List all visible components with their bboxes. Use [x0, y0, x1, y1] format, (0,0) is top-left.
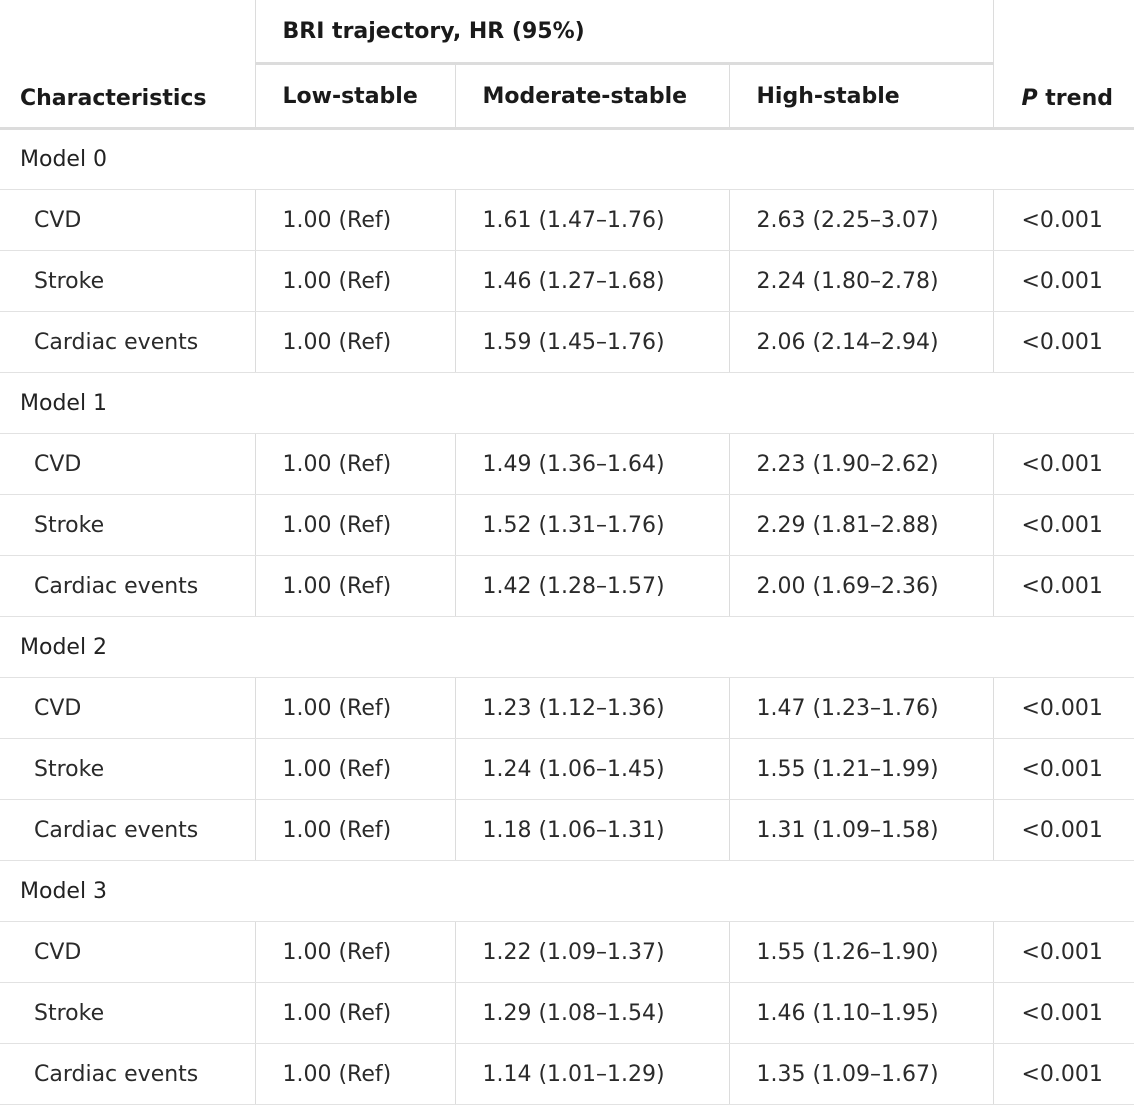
low-stable-cell: 1.00 (Ref): [254, 311, 455, 373]
low-stable-cell: 1.00 (Ref): [254, 555, 455, 617]
outcome-name-cell: Stroke: [0, 982, 255, 1044]
low-stable-cell: 1.00 (Ref): [254, 921, 455, 983]
outcome-name-cell: CVD: [0, 921, 255, 983]
low-stable-cell: 1.00 (Ref): [254, 494, 455, 556]
table-row: Cardiac events 1.00 (Ref) 1.59 (1.45–1.76)…: [0, 311, 1134, 373]
p-trend-cell: <0.001: [992, 738, 1134, 800]
table-row: Stroke 1.00 (Ref) 1.52 (1.31–1.76) 2.29 (1.…: [0, 494, 1134, 556]
p-trend-cell: <0.001: [992, 921, 1134, 983]
model-group-row: Model 0: [0, 128, 1134, 190]
moderate-stable-header: Moderate-stable: [455, 63, 730, 130]
bri-trajectory-group-header: BRI trajectory, HR (95%): [254, 0, 994, 65]
model-label: Model 2: [0, 616, 1134, 678]
p-trend-header: P trend: [992, 0, 1134, 130]
high-stable-cell: 1.35 (1.09–1.67): [728, 1043, 993, 1105]
table-row: Stroke 1.00 (Ref) 1.29 (1.08–1.54) 1.46 (1.…: [0, 982, 1134, 1044]
low-stable-cell: 1.00 (Ref): [254, 250, 455, 312]
header-row-columns: Low-stable Moderate-stable High-stable: [0, 63, 1134, 130]
header-row-group: Characteristics BRI trajectory, HR (95%)…: [0, 0, 1134, 130]
moderate-stable-cell: 1.22 (1.09–1.37): [454, 921, 729, 983]
model-label: Model 0: [0, 128, 1134, 190]
table-row: CVD 1.00 (Ref) 1.49 (1.36–1.64) 2.23 (1.90–…: [0, 433, 1134, 495]
model-group-row: Model 2: [0, 616, 1134, 678]
outcome-name-cell: CVD: [0, 433, 255, 495]
table-row: CVD 1.00 (Ref) 1.61 (1.47–1.76) 2.63 (2.25–…: [0, 189, 1134, 251]
p-trend-italic: P: [1021, 86, 1038, 111]
p-trend-cell: <0.001: [992, 799, 1134, 861]
low-stable-cell: 1.00 (Ref): [254, 738, 455, 800]
model-group-row: Model 1: [0, 372, 1134, 434]
p-trend-cell: <0.001: [992, 433, 1134, 495]
low-stable-cell: 1.00 (Ref): [254, 677, 455, 739]
model-label: Model 3: [0, 860, 1134, 922]
model-label: Model 1: [0, 372, 1134, 434]
low-stable-cell: 1.00 (Ref): [254, 982, 455, 1044]
p-trend-cell: <0.001: [992, 1043, 1134, 1105]
outcome-name-cell: Cardiac events: [0, 311, 255, 373]
outcome-name-cell: Cardiac events: [0, 1043, 255, 1105]
table-row: Stroke 1.00 (Ref) 1.24 (1.06–1.45) 1.55 (1.…: [0, 738, 1134, 800]
outcome-name-cell: Cardiac events: [0, 799, 255, 861]
table-row: CVD 1.00 (Ref) 1.22 (1.09–1.37) 1.55 (1.26–…: [0, 921, 1134, 983]
p-trend-cell: <0.001: [992, 982, 1134, 1044]
p-trend-cell: <0.001: [992, 555, 1134, 617]
low-stable-cell: 1.00 (Ref): [254, 189, 455, 251]
high-stable-cell: 2.06 (2.14–2.94): [728, 311, 993, 373]
table-row: Cardiac events 1.00 (Ref) 1.42 (1.28–1.57)…: [0, 555, 1134, 617]
low-stable-header: Low-stable: [254, 63, 456, 130]
outcome-name-cell: CVD: [0, 677, 255, 739]
table-row: Cardiac events 1.00 (Ref) 1.14 (1.01–1.29)…: [0, 1043, 1134, 1105]
high-stable-cell: 1.31 (1.09–1.58): [728, 799, 993, 861]
moderate-stable-cell: 1.59 (1.45–1.76): [454, 311, 729, 373]
high-stable-cell: 2.23 (1.90–2.62): [728, 433, 993, 495]
high-stable-header: High-stable: [729, 63, 994, 130]
moderate-stable-cell: 1.46 (1.27–1.68): [454, 250, 729, 312]
high-stable-cell: 1.55 (1.26–1.90): [728, 921, 993, 983]
moderate-stable-cell: 1.42 (1.28–1.57): [454, 555, 729, 617]
outcome-name-cell: Stroke: [0, 738, 255, 800]
p-trend-cell: <0.001: [992, 311, 1134, 373]
low-stable-cell: 1.00 (Ref): [254, 799, 455, 861]
moderate-stable-cell: 1.61 (1.47–1.76): [454, 189, 729, 251]
high-stable-cell: 1.47 (1.23–1.76): [728, 677, 993, 739]
p-trend-label: trend: [1037, 86, 1113, 111]
moderate-stable-cell: 1.18 (1.06–1.31): [454, 799, 729, 861]
moderate-stable-cell: 1.23 (1.12–1.36): [454, 677, 729, 739]
low-stable-cell: 1.00 (Ref): [254, 433, 455, 495]
low-stable-cell: 1.00 (Ref): [254, 1043, 455, 1105]
p-trend-cell: <0.001: [992, 189, 1134, 251]
moderate-stable-cell: 1.24 (1.06–1.45): [454, 738, 729, 800]
moderate-stable-cell: 1.14 (1.01–1.29): [454, 1043, 729, 1105]
table-body: Model 0 CVD 1.00 (Ref) 1.61 (1.47–1.76) 2.63…: [0, 128, 1134, 1105]
high-stable-cell: 2.00 (1.69–2.36): [728, 555, 993, 617]
table-row: Cardiac events 1.00 (Ref) 1.18 (1.06–1.31)…: [0, 799, 1134, 861]
outcome-name-cell: Stroke: [0, 494, 255, 556]
p-trend-cell: <0.001: [992, 494, 1134, 556]
p-trend-cell: <0.001: [992, 677, 1134, 739]
outcome-name-cell: Cardiac events: [0, 555, 255, 617]
table-row: Stroke 1.00 (Ref) 1.46 (1.27–1.68) 2.24 (1.…: [0, 250, 1134, 312]
table-row: CVD 1.00 (Ref) 1.23 (1.12–1.36) 1.47 (1.23–…: [0, 677, 1134, 739]
moderate-stable-cell: 1.52 (1.31–1.76): [454, 494, 729, 556]
moderate-stable-cell: 1.29 (1.08–1.54): [454, 982, 729, 1044]
p-trend-cell: <0.001: [992, 250, 1134, 312]
model-group-row: Model 3: [0, 860, 1134, 922]
characteristics-header: Characteristics: [0, 0, 255, 130]
high-stable-cell: 2.24 (1.80–2.78): [728, 250, 993, 312]
outcome-name-cell: Stroke: [0, 250, 255, 312]
moderate-stable-cell: 1.49 (1.36–1.64): [454, 433, 729, 495]
table-header: Characteristics BRI trajectory, HR (95%)…: [0, 0, 1134, 130]
outcome-name-cell: CVD: [0, 189, 255, 251]
high-stable-cell: 1.46 (1.10–1.95): [728, 982, 993, 1044]
high-stable-cell: 2.29 (1.81–2.88): [728, 494, 993, 556]
high-stable-cell: 2.63 (2.25–3.07): [728, 189, 993, 251]
high-stable-cell: 1.55 (1.21–1.99): [728, 738, 993, 800]
